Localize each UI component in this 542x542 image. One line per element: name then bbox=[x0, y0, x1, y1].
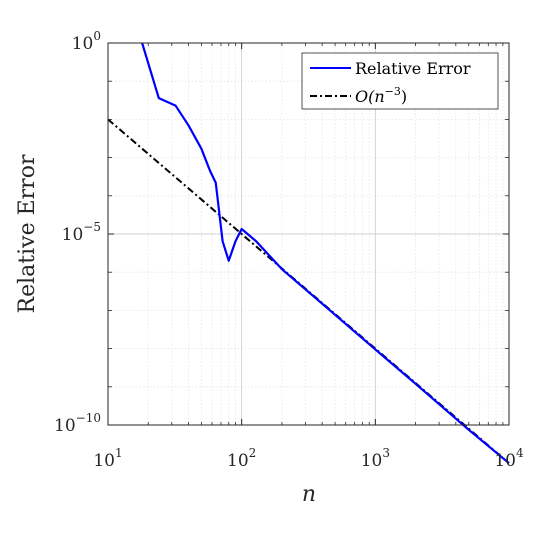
series-relative-error-line bbox=[141, 42, 510, 465]
x-tick-exponent: 4 bbox=[516, 446, 524, 460]
y-tick-label: 100 bbox=[72, 29, 101, 54]
x-tick-label: 104 bbox=[494, 446, 524, 471]
legend-label-relative-error: Relative Error bbox=[355, 59, 471, 78]
legend-big-o-suffix: ) bbox=[401, 87, 407, 106]
x-tick-base: 10 bbox=[227, 451, 249, 471]
x-tick-labels: 101 102 103 104 bbox=[93, 446, 524, 471]
legend-box bbox=[301, 52, 499, 110]
x-tick-exponent: 1 bbox=[115, 446, 123, 460]
y-tick-base: 10 bbox=[62, 225, 84, 245]
x-tick-label: 103 bbox=[361, 446, 390, 471]
axis-ticks bbox=[107, 42, 510, 426]
y-axis-label: Relative Error bbox=[15, 154, 40, 313]
x-axis-label: n bbox=[302, 482, 316, 507]
x-tick-base: 10 bbox=[361, 451, 383, 471]
legend-big-o-exp: −3 bbox=[385, 85, 401, 98]
y-tick-base: 10 bbox=[54, 416, 76, 436]
x-tick-exponent: 2 bbox=[249, 446, 257, 460]
x-tick-label: 101 bbox=[93, 446, 122, 471]
y-tick-exponent: −5 bbox=[83, 220, 101, 234]
y-tick-label: 10−10 bbox=[54, 411, 101, 436]
legend: Relative Error O(n−3) bbox=[301, 52, 499, 110]
x-tick-exponent: 3 bbox=[382, 446, 390, 460]
x-tick-base: 10 bbox=[93, 451, 115, 471]
y-tick-exponent: 0 bbox=[93, 29, 101, 43]
y-tick-exponent: −10 bbox=[76, 411, 101, 425]
x-tick-label: 102 bbox=[227, 446, 256, 471]
x-tick-base: 10 bbox=[494, 451, 516, 471]
y-tick-label: 10−5 bbox=[62, 220, 101, 245]
series-layer bbox=[107, 42, 510, 465]
y-tick-base: 10 bbox=[72, 34, 94, 54]
legend-label-big-o: O(n−3) bbox=[355, 85, 407, 106]
legend-big-o-prefix: O(n bbox=[355, 87, 385, 106]
